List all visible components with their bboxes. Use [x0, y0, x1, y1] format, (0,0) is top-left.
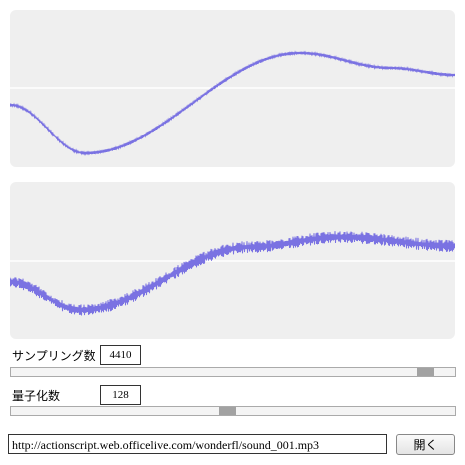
quantization-slider[interactable] [10, 406, 456, 416]
slider-thumb[interactable] [219, 407, 236, 415]
sampling-label: サンプリング数 [12, 349, 96, 363]
waveform-line [10, 50, 455, 156]
quantization-label: 量子化数 [12, 389, 61, 403]
waveform [10, 231, 455, 316]
url-input[interactable]: http://actionscript.web.officelive.com/w… [8, 434, 387, 454]
open-button[interactable]: 開く [396, 434, 455, 455]
waveform-panel [10, 10, 455, 167]
sampling-value[interactable]: 4410 [100, 345, 141, 365]
sampling-slider[interactable] [10, 367, 456, 377]
waveform [10, 50, 455, 156]
slider-thumb[interactable] [417, 368, 434, 376]
waveform-line [10, 231, 455, 316]
quantization-value[interactable]: 128 [100, 385, 141, 405]
waveform-panel [10, 182, 455, 339]
